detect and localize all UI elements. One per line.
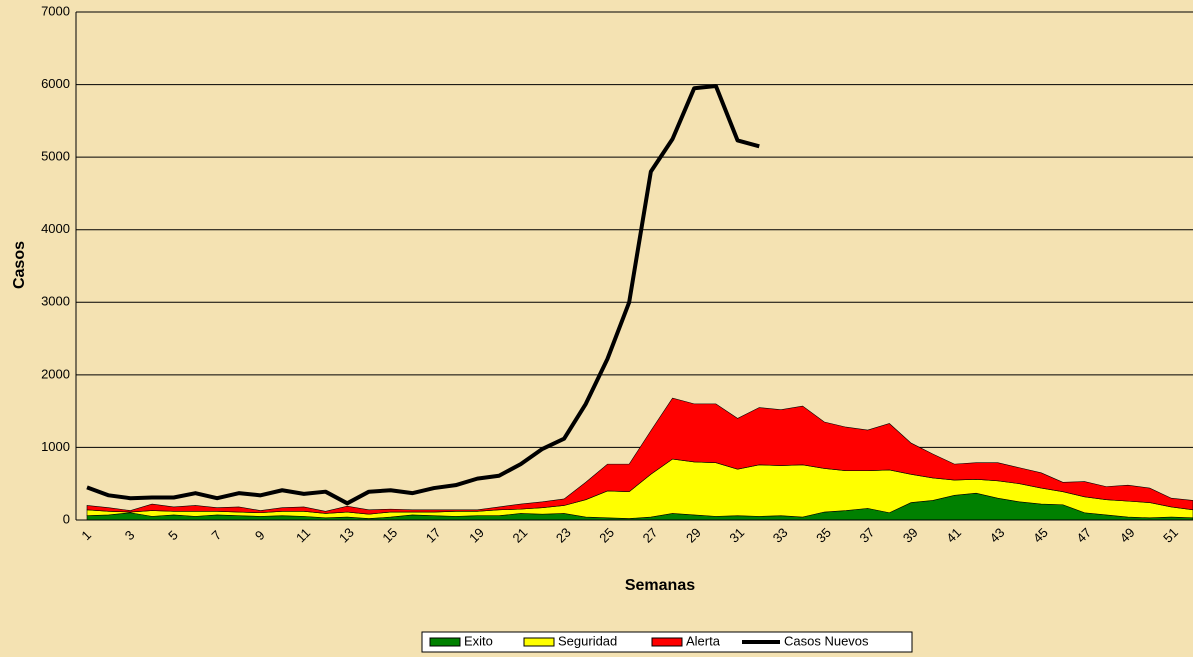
x-tick-label: 25 xyxy=(596,525,617,546)
y-tick-label: 7000 xyxy=(41,3,70,18)
legend-label: Casos Nuevos xyxy=(784,633,869,648)
x-tick-label: 5 xyxy=(165,527,181,543)
x-tick-label: 19 xyxy=(466,525,487,546)
legend-swatch xyxy=(429,637,461,647)
legend-label: Alerta xyxy=(686,633,721,648)
x-tick-label: 41 xyxy=(943,525,964,546)
x-tick-label: 39 xyxy=(900,525,921,546)
x-tick-label: 17 xyxy=(423,525,444,546)
x-tick-label: 43 xyxy=(987,525,1008,546)
legend-swatch xyxy=(523,637,555,647)
x-tick-label: 9 xyxy=(252,527,268,543)
legend-label: Seguridad xyxy=(558,633,617,648)
y-tick-label: 2000 xyxy=(41,366,70,381)
y-tick-label: 6000 xyxy=(41,76,70,91)
y-tick-label: 5000 xyxy=(41,149,70,164)
y-tick-label: 0 xyxy=(63,511,70,526)
x-tick-label: 49 xyxy=(1117,525,1138,546)
y-tick-label: 1000 xyxy=(41,439,70,454)
x-tick-label: 31 xyxy=(726,525,747,546)
y-tick-label: 4000 xyxy=(41,221,70,236)
x-tick-label: 47 xyxy=(1073,525,1094,546)
x-axis-label: Semanas xyxy=(625,577,695,594)
x-tick-label: 3 xyxy=(122,527,138,543)
x-tick-label: 1 xyxy=(78,527,94,543)
x-tick-label: 7 xyxy=(209,527,225,543)
x-tick-label: 35 xyxy=(813,525,834,546)
line xyxy=(86,84,760,506)
x-tick-label: 15 xyxy=(379,525,400,546)
legend-swatch xyxy=(651,637,683,647)
x-tick-label: 27 xyxy=(640,525,661,546)
legend-label: Exito xyxy=(464,633,493,648)
y-axis-label: Casos xyxy=(11,241,28,289)
x-tick-label: 37 xyxy=(857,525,878,546)
x-tick-label: 23 xyxy=(553,525,574,546)
x-tick-label: 13 xyxy=(336,525,357,546)
x-tick-label: 21 xyxy=(510,525,531,546)
area xyxy=(86,397,1193,515)
x-tick-label: 11 xyxy=(293,525,313,545)
x-tick-label: 29 xyxy=(683,525,704,546)
x-tick-label: 45 xyxy=(1030,525,1051,546)
y-tick-label: 3000 xyxy=(41,294,70,309)
x-tick-label: 51 xyxy=(1160,525,1181,546)
x-tick-label: 33 xyxy=(770,525,791,546)
